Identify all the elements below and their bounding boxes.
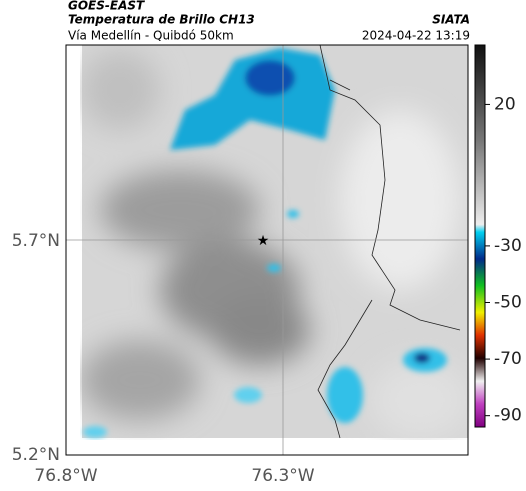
subtitle: Vía Medellín - Quibdó 50km xyxy=(68,29,234,43)
timestamp: 2024-04-22 13:19 xyxy=(362,29,470,43)
lat-label: 5.7°N xyxy=(12,231,60,251)
title: Temperatura de Brillo CH13 xyxy=(68,13,255,27)
colorbar-tick-label: -90 xyxy=(494,406,522,426)
map-frame xyxy=(65,44,469,456)
colorbar-tick-label: -50 xyxy=(494,292,522,312)
colorbar-tick-label: -30 xyxy=(494,236,522,256)
gray-clouds xyxy=(80,50,470,440)
colorbar-tick-label: -70 xyxy=(494,349,522,369)
location-star: ★ xyxy=(257,233,270,249)
lon-label: 76.8°W xyxy=(34,466,97,486)
borders xyxy=(318,45,460,438)
brand: SIATA xyxy=(432,13,470,27)
cold-clouds xyxy=(83,48,447,438)
colorbar xyxy=(474,44,486,428)
colorbar-tick-label: 20 xyxy=(494,94,516,114)
source: GOES-EAST xyxy=(68,0,145,13)
imagery xyxy=(80,45,470,440)
lat-label: 5.2°N xyxy=(12,445,60,465)
lon-label: 76.3°W xyxy=(251,466,314,486)
